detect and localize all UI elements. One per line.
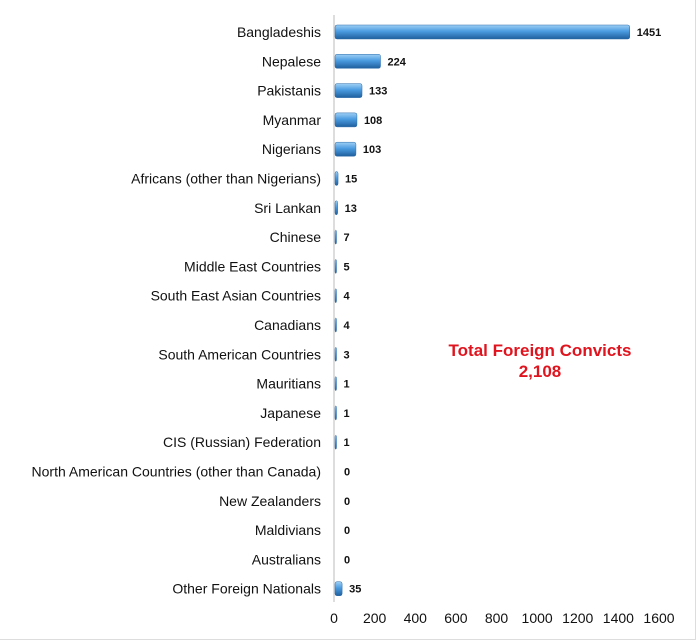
value-label: 1 (344, 379, 350, 391)
x-tick-label: 400 (404, 610, 428, 626)
category-label: New Zealanders (219, 493, 321, 509)
value-label: 5 (344, 261, 350, 273)
x-tick-label: 800 (485, 610, 509, 626)
value-label: 108 (364, 115, 382, 127)
bar (334, 83, 363, 98)
value-label: 103 (363, 144, 381, 156)
category-label: Pakistanis (257, 83, 321, 99)
category-label: Japanese (260, 405, 321, 421)
category-label: Sri Lankan (254, 200, 321, 216)
category-label: CIS (Russian) Federation (163, 434, 321, 450)
total-value: 2,108 (518, 362, 562, 381)
bar (334, 24, 630, 40)
bar (334, 112, 358, 128)
bar (334, 581, 343, 596)
bar (334, 54, 381, 69)
category-label: North American Countries (other than Can… (32, 464, 321, 480)
value-label: 4 (344, 320, 351, 332)
total-annotation: Total Foreign Convicts 2,108 (420, 340, 660, 382)
x-tick-label: 1200 (562, 610, 593, 626)
category-label: Canadians (254, 317, 321, 333)
value-label: 3 (344, 349, 350, 361)
category-label: South American Countries (158, 346, 321, 362)
value-label: 7 (344, 232, 350, 244)
category-label: Other Foreign Nationals (172, 581, 321, 597)
category-label: Maldivians (255, 522, 321, 538)
bar (334, 405, 337, 421)
value-label: 13 (345, 203, 357, 215)
bar (334, 259, 337, 274)
value-label: 35 (349, 584, 361, 596)
value-label: 1 (344, 437, 350, 449)
bar (334, 317, 337, 333)
total-title: Total Foreign Convicts (448, 341, 632, 360)
value-label: 0 (344, 525, 350, 537)
category-label: Middle East Countries (184, 258, 321, 274)
category-label: Australians (252, 551, 321, 567)
value-label: 224 (388, 56, 407, 68)
x-tick-label: 0 (330, 610, 338, 626)
x-tick-label: 200 (363, 610, 387, 626)
category-label: Myanmar (263, 112, 322, 128)
bar (334, 376, 337, 391)
bar (334, 288, 337, 303)
value-label: 15 (345, 174, 357, 186)
category-label: South East Asian Countries (151, 288, 321, 304)
x-tick-label: 600 (444, 610, 468, 626)
category-label: Chinese (270, 229, 322, 245)
value-label: 133 (369, 86, 387, 98)
bar (334, 434, 337, 450)
category-label: Africans (other than Nigerians) (131, 171, 321, 187)
bar (334, 171, 339, 186)
category-label: Nigerians (262, 141, 321, 157)
value-label: 1 (344, 408, 350, 420)
category-label: Mauritians (256, 376, 321, 392)
value-label: 0 (344, 496, 350, 508)
value-label: 0 (344, 467, 350, 479)
bar (334, 141, 357, 157)
value-label: 4 (344, 291, 351, 303)
bar (334, 229, 337, 245)
bar (334, 200, 338, 216)
value-label: 0 (344, 554, 350, 566)
category-label: Bangladeshis (237, 24, 321, 40)
x-tick-label: 1400 (603, 610, 634, 626)
value-label: 1451 (637, 27, 661, 39)
x-tick-label: 1000 (522, 610, 553, 626)
category-label: Nepalese (262, 53, 321, 69)
x-tick-label: 1600 (643, 610, 674, 626)
bar (334, 347, 337, 362)
